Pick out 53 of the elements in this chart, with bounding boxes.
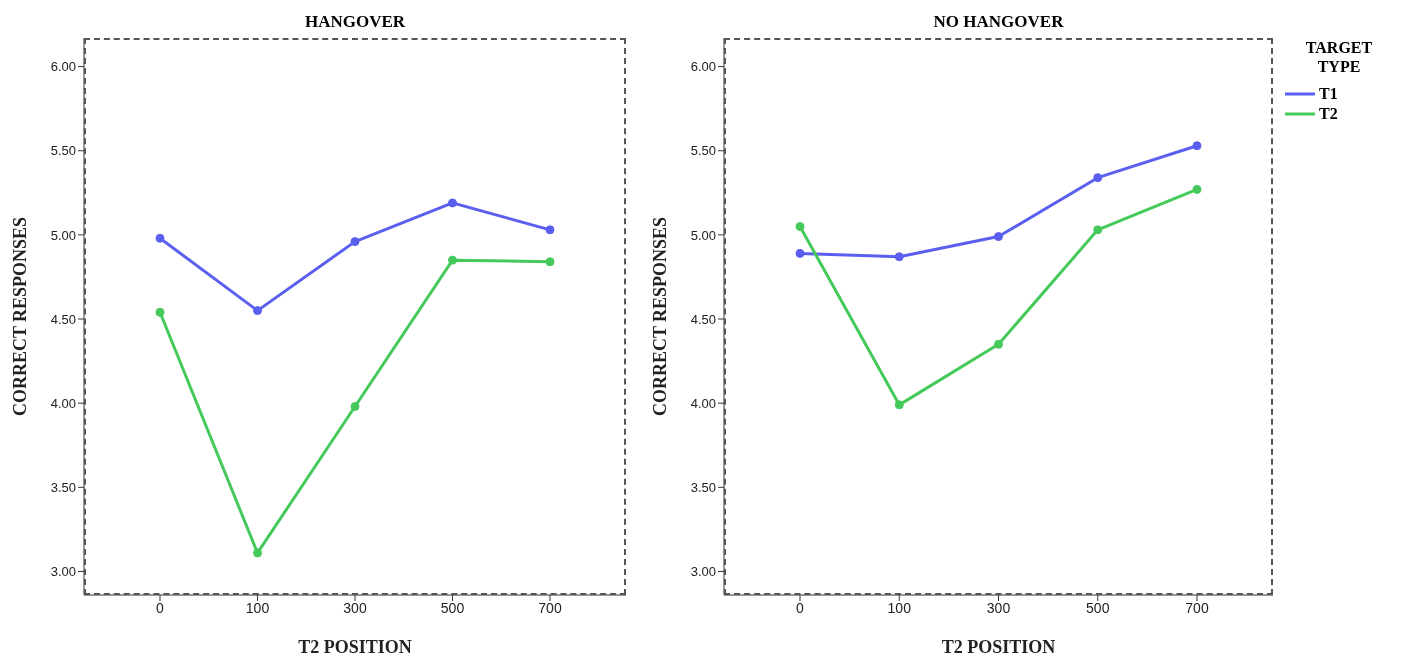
y-tick-label: 3.50: [690, 479, 716, 495]
y-tick-label: 4.00: [690, 395, 716, 411]
point: [1192, 141, 1202, 151]
y-tick-label: 4.50: [690, 311, 716, 327]
point: [448, 198, 457, 208]
point: [545, 225, 555, 235]
point: [545, 257, 555, 267]
point: [894, 252, 904, 262]
y-tick-label: 4.00: [50, 395, 76, 411]
x-tick-label: 300: [343, 599, 367, 616]
y-tick-label: 3.00: [50, 564, 76, 580]
point: [350, 402, 360, 412]
point: [994, 232, 1003, 242]
point: [994, 339, 1003, 349]
x-tick-label: 0: [156, 599, 165, 616]
y-tick-label: 3.00: [690, 564, 716, 580]
y-tick-label: 5.00: [690, 227, 716, 243]
y-tick-label: 5.50: [690, 143, 716, 159]
point: [1093, 225, 1103, 235]
y-tick-label: 4.50: [50, 311, 76, 327]
point: [894, 400, 904, 410]
x-axis-title: T2 POSITION: [941, 637, 1056, 657]
point: [350, 237, 360, 247]
legend-label: T1: [1319, 84, 1338, 104]
y-tick-label: 6.00: [50, 59, 76, 75]
chart-title: HANGOVER: [303, 12, 407, 32]
point: [1093, 173, 1103, 183]
legend-title: TARGET TYPE: [1304, 38, 1374, 76]
x-tick-label: 100: [245, 599, 270, 616]
x-tick-label: 100: [887, 599, 912, 616]
point: [448, 255, 457, 265]
x-tick-label: 500: [440, 599, 465, 616]
y-axis-title: CORRECT RESPONSES: [650, 216, 671, 417]
point: [795, 221, 805, 231]
x-tick-label: 500: [1086, 599, 1110, 616]
point: [253, 306, 262, 316]
y-tick-label: 6.00: [690, 59, 716, 75]
point: [155, 233, 165, 243]
point: [155, 307, 165, 317]
point: [1192, 184, 1202, 194]
y-tick-label: 5.00: [50, 227, 76, 243]
x-tick-label: 0: [796, 599, 805, 616]
y-tick-label: 5.50: [50, 143, 76, 159]
legend-label: T2: [1319, 104, 1338, 124]
x-tick-label: 700: [1185, 599, 1209, 616]
y-axis-title: CORRECT RESPONSES: [10, 216, 31, 417]
point: [253, 548, 262, 558]
chart-title: NO HANGOVER: [932, 12, 1065, 32]
y-tick-label: 3.50: [50, 479, 76, 495]
x-tick-label: 700: [538, 599, 562, 616]
point: [795, 248, 805, 258]
x-tick-label: 300: [986, 599, 1011, 616]
x-axis-title: T2 POSITION: [298, 637, 412, 657]
